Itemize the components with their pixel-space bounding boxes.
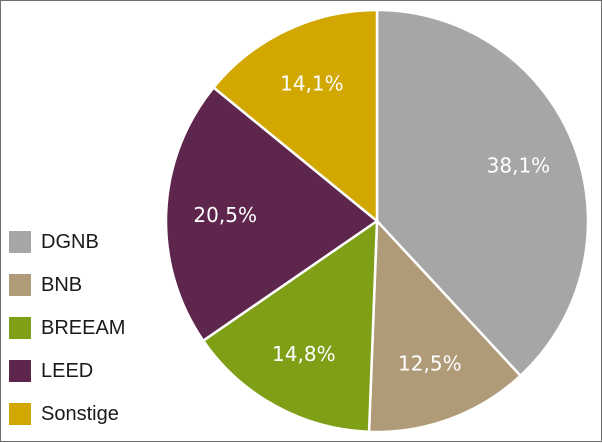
pie-slice-breeam xyxy=(201,219,379,434)
legend-item-dgnb: DGNB xyxy=(9,231,99,253)
legend-label-breeam: BREEAM xyxy=(41,317,125,339)
pie-slice-dgnb xyxy=(375,8,590,377)
legend-label-leed: LEED xyxy=(41,360,93,382)
pie-slices xyxy=(164,8,590,434)
legend-label-bnb: BNB xyxy=(41,274,82,296)
pie-slice-leed xyxy=(164,86,379,342)
pie-label-sonstige: 14,1% xyxy=(280,72,344,96)
legend-swatch-bnb xyxy=(9,274,31,296)
legend-label-sonstige: Sonstige xyxy=(41,403,119,425)
legend: DGNB BNB BREEAM LEED Sonstige xyxy=(9,231,125,425)
pie-slice-bnb xyxy=(367,219,522,434)
legend-swatch-breeam xyxy=(9,317,31,339)
pie-slice-sonstige xyxy=(212,8,379,223)
pie-label-bnb: 12,5% xyxy=(398,351,462,375)
pie-data-labels: 38,1% 12,5% 14,8% 20,5% 14,1% xyxy=(193,72,550,376)
legend-item-bnb: BNB xyxy=(9,274,82,296)
pie-label-breeam: 14,8% xyxy=(272,342,336,366)
legend-swatch-leed xyxy=(9,360,31,382)
legend-swatch-sonstige xyxy=(9,403,31,425)
legend-item-breeam: BREEAM xyxy=(9,317,125,339)
pie-label-leed: 20,5% xyxy=(193,203,257,227)
pie-label-dgnb: 38,1% xyxy=(487,154,551,178)
legend-label-dgnb: DGNB xyxy=(41,231,99,253)
legend-item-leed: LEED xyxy=(9,360,93,382)
legend-swatch-dgnb xyxy=(9,231,31,253)
legend-item-sonstige: Sonstige xyxy=(9,403,119,425)
